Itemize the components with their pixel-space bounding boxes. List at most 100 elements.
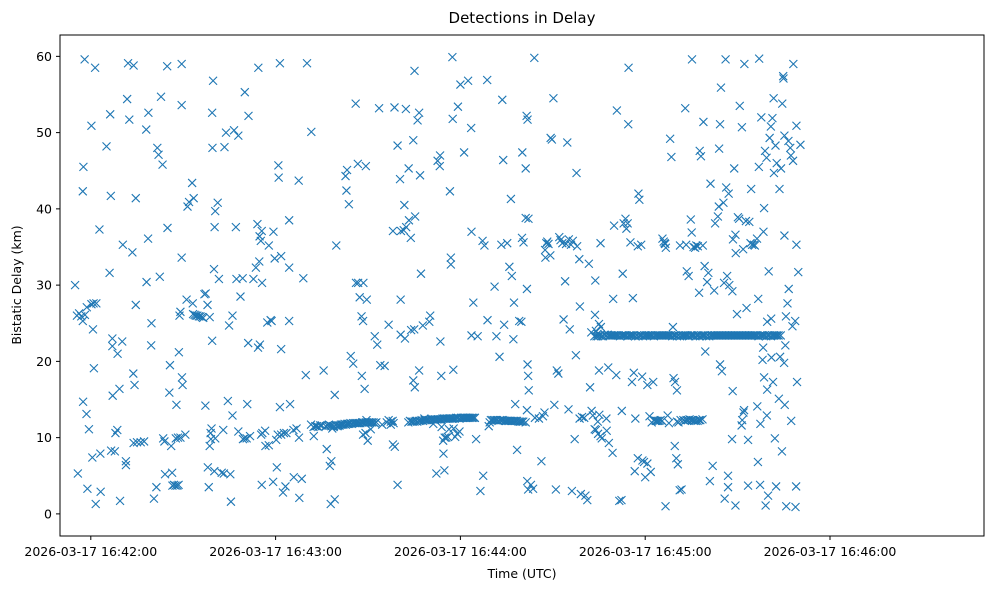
data-point-marker <box>143 234 153 243</box>
data-point-marker <box>694 288 704 298</box>
data-point-marker <box>756 112 766 122</box>
data-point-marker <box>270 254 280 263</box>
data-point-marker <box>788 156 798 166</box>
data-point-marker <box>437 422 447 432</box>
data-point-marker <box>224 321 234 330</box>
data-point-marker <box>665 134 675 144</box>
data-point-marker <box>706 179 715 189</box>
data-point-marker <box>780 131 789 141</box>
data-point-marker <box>105 109 115 119</box>
data-point-marker <box>456 80 465 89</box>
data-point-marker <box>276 344 286 354</box>
data-point-marker <box>702 277 712 287</box>
data-point-marker <box>127 247 137 257</box>
data-point-marker <box>549 93 558 103</box>
data-point-marker <box>517 148 527 157</box>
data-point-marker <box>564 405 573 414</box>
data-point-marker <box>260 426 270 436</box>
data-point-marker <box>492 331 501 341</box>
data-point-marker <box>284 215 294 225</box>
data-point-marker <box>611 370 621 380</box>
data-point-marker <box>154 150 163 160</box>
data-point-marker <box>155 272 165 282</box>
data-point-marker <box>784 136 793 146</box>
data-point-marker <box>357 311 366 321</box>
data-point-marker <box>408 376 418 385</box>
data-point-marker <box>88 324 98 334</box>
data-point-marker <box>182 295 191 304</box>
data-point-marker <box>759 203 769 213</box>
data-point-marker <box>82 302 92 312</box>
data-point-marker <box>152 143 162 153</box>
data-point-marker <box>760 146 770 156</box>
data-point-marker <box>79 162 88 172</box>
data-point-marker <box>671 453 681 463</box>
data-point-marker <box>89 363 99 373</box>
data-point-marker <box>244 111 253 121</box>
data-point-marker <box>499 320 509 330</box>
data-point-marker <box>627 377 637 387</box>
data-point-marker <box>84 424 94 434</box>
data-point-marker <box>118 240 128 250</box>
data-point-marker <box>715 360 725 369</box>
data-point-marker <box>761 501 771 510</box>
data-point-marker <box>377 420 387 430</box>
data-point-marker <box>728 386 738 396</box>
data-point-marker <box>131 300 141 310</box>
data-point-marker <box>577 412 587 422</box>
data-point-marker <box>435 151 445 160</box>
data-point-marker <box>509 298 519 308</box>
data-point-marker <box>83 484 92 494</box>
data-point-marker <box>617 495 626 505</box>
data-point-marker <box>719 198 728 208</box>
data-point-marker <box>123 58 133 68</box>
data-point-marker <box>756 419 765 429</box>
data-point-marker <box>268 477 278 487</box>
data-point-marker <box>626 238 635 247</box>
data-point-marker <box>298 273 308 283</box>
data-point-marker <box>174 480 183 490</box>
data-point-marker <box>226 497 236 507</box>
data-point-marker <box>670 441 680 451</box>
data-point-marker <box>435 161 445 171</box>
data-point-marker <box>449 424 459 433</box>
data-point-marker <box>358 278 368 288</box>
data-point-marker <box>792 240 801 250</box>
data-point-marker <box>687 228 697 237</box>
data-point-marker <box>374 103 384 113</box>
data-point-marker <box>584 259 594 269</box>
data-point-marker <box>245 431 255 441</box>
data-point-marker <box>552 366 562 375</box>
data-point-marker <box>204 482 214 492</box>
data-point-marker <box>723 471 733 481</box>
data-point-marker <box>758 355 767 365</box>
data-point-marker <box>720 494 730 504</box>
data-point-marker <box>661 243 671 253</box>
x-tick-label: 2026-03-17 16:46:00 <box>764 544 897 559</box>
data-point-marker <box>508 334 518 344</box>
data-point-marker <box>608 448 617 458</box>
x-tick-label: 2026-03-17 16:44:00 <box>394 544 527 559</box>
data-point-marker <box>524 214 533 224</box>
data-point-marker <box>596 322 606 332</box>
data-point-marker <box>516 317 526 327</box>
data-point-marker <box>735 101 745 111</box>
data-point-marker <box>663 411 673 420</box>
data-point-marker <box>297 474 307 484</box>
data-point-marker <box>741 216 751 226</box>
data-point-marker <box>786 416 796 426</box>
data-point-marker <box>727 434 737 444</box>
data-point-marker <box>406 233 416 243</box>
data-point-marker <box>498 155 508 165</box>
data-point-marker <box>360 384 370 394</box>
data-point-marker <box>781 501 791 511</box>
data-point-marker <box>217 468 227 478</box>
data-point-marker <box>792 377 802 387</box>
data-point-marker <box>708 461 718 471</box>
data-point-marker <box>404 215 414 225</box>
data-point-marker <box>521 164 531 173</box>
data-point-marker <box>559 315 568 324</box>
data-point-marker <box>165 360 175 370</box>
data-point-marker <box>700 347 710 356</box>
data-point-marker <box>728 234 738 244</box>
